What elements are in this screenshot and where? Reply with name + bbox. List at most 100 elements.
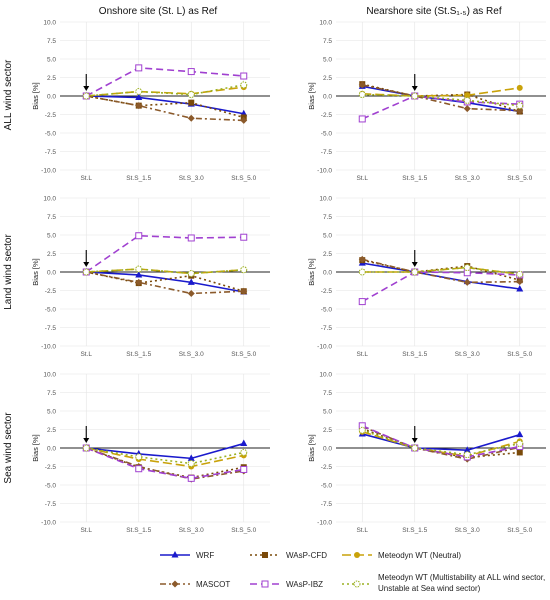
y-tick-label: 0.0 [323,94,332,101]
series-meteodyn-wt-neutral [359,84,523,99]
series-meteodyn-wt-multistability-at-all-wind-sector-unstable-at-sea-wind-sector [82,444,248,468]
series-line [86,442,244,460]
series-line [86,447,244,465]
series-meteodyn-wt-multistability-at-all-wind-sector-unstable-at-sea-wind-sector [82,81,248,100]
y-tick-label: -10.0 [317,520,332,527]
x-tick-label: St.S_1.5 [126,527,151,534]
data-point [516,278,524,286]
data-point [135,232,143,240]
series-line [86,95,244,122]
legend-label: WAsP-IBZ [286,580,323,589]
arrow-head [83,262,90,267]
row-label-land: Land wind sector [3,234,14,310]
arrow-head [83,438,90,443]
y-tick-label: 10.0 [319,196,332,203]
y-tick-label: -10.0 [317,344,332,351]
data-point [82,444,90,452]
legend-label: WAsP-CFD [286,551,327,560]
y-tick-label: -5.0 [321,131,333,138]
x-tick-label: St.S_1.5 [126,175,151,182]
x-tick-label: St.S_1.5 [402,175,427,182]
series-line [86,271,244,295]
data-point [411,268,419,276]
y-tick-label: -5.0 [45,307,57,314]
data-point [135,102,143,110]
series-line [362,266,520,276]
series-wrf [358,259,524,292]
y-tick-label: -7.5 [45,325,57,332]
x-tick-label: St.S_5.0 [231,175,256,182]
series-line [362,258,520,284]
x-tick-label: St.L [356,175,368,182]
y-tick-label: 0.0 [47,446,56,453]
legend-item-meteodyn-wt-neutral: Meteodyn WT (Neutral) [342,551,461,560]
data-point [82,268,90,276]
legend-swatch-marker [171,580,179,588]
y-tick-label: 5.0 [323,57,332,64]
y-tick-label: -2.5 [321,288,333,295]
series-line [86,86,244,97]
panel-land-nearshore: 10.0 7.5 5.0 2.5 0.0 -2.5 -5.0 -7.5 -10.0 St.L St.… [307,196,546,358]
legend-item-mascot: MASCOT [160,580,230,589]
series-mascot [358,423,524,463]
y-axis-label: Bias [%] [31,258,40,286]
y-tick-label: 7.5 [323,214,332,221]
data-point [240,81,248,89]
y-tick-label: -7.5 [321,325,333,332]
series-line [362,262,520,290]
data-point [187,278,195,285]
series-line [86,268,244,275]
y-tick-label: 10.0 [319,20,332,27]
y-tick-label: 7.5 [47,390,56,397]
reference-arrow-icon [83,74,90,91]
x-tick-label: St.L [80,351,92,358]
series-meteodyn-wt-multistability-at-all-wind-sector-unstable-at-sea-wind-sector [358,264,524,278]
series-wrf [358,429,524,453]
data-point [240,448,248,456]
data-point [516,102,524,110]
legend-swatch-marker [171,551,179,558]
panel-all-nearshore: 10.0 7.5 5.0 2.5 0.0 -2.5 -5.0 -7.5 -10.0 St.L St.… [307,20,546,182]
x-tick-label: St.S_5.0 [507,351,532,358]
data-point [463,446,471,453]
series-line [86,84,244,97]
series-line [86,271,244,293]
series-line [85,447,244,479]
x-tick-label: St.S_5.0 [231,527,256,534]
arrow-head [411,262,418,267]
y-tick-label: 7.5 [323,390,332,397]
row-label-all: ALL wind sector [3,59,14,130]
data-point [358,268,366,276]
y-axis-label: Bias [%] [307,258,316,286]
legend-label: MASCOT [196,580,230,589]
data-point [516,107,524,115]
y-tick-label: 0.0 [323,446,332,453]
y-tick-label: -10.0 [41,168,56,175]
x-tick-label: St.S_3.0 [455,351,480,358]
reference-arrow-icon [411,426,418,443]
data-point [463,96,471,104]
y-tick-label: 0.0 [323,270,332,277]
x-tick-label: St.S_1.5 [402,351,427,358]
data-point [516,449,523,456]
data-point [358,298,366,306]
data-point [240,439,248,447]
data-point [187,474,195,482]
panel-land-onshore: 10.0 7.5 5.0 2.5 0.0 -2.5 -5.0 -7.5 -10.0 St.L St.… [31,196,270,358]
series-wasp-ibz [82,232,248,276]
y-tick-label: -5.0 [45,131,57,138]
data-point [463,278,471,286]
y-tick-label: 5.0 [47,233,56,240]
series-line [85,234,244,273]
legend-swatch-marker [261,580,269,588]
series-wrf [82,439,248,461]
data-point [135,64,143,72]
series-line [86,447,244,468]
panel-sea-nearshore: 10.0 7.5 5.0 2.5 0.0 -2.5 -5.0 -7.5 -10.0 St.L St.… [307,372,546,534]
reference-arrow-icon [411,74,418,91]
legend-label: Meteodyn WT (Multistability at ALL wind … [378,573,545,593]
data-point [240,233,248,241]
x-tick-label: St.L [80,527,92,534]
y-tick-label: -2.5 [45,112,57,119]
legend-label: Meteodyn WT (Neutral) [378,551,461,560]
